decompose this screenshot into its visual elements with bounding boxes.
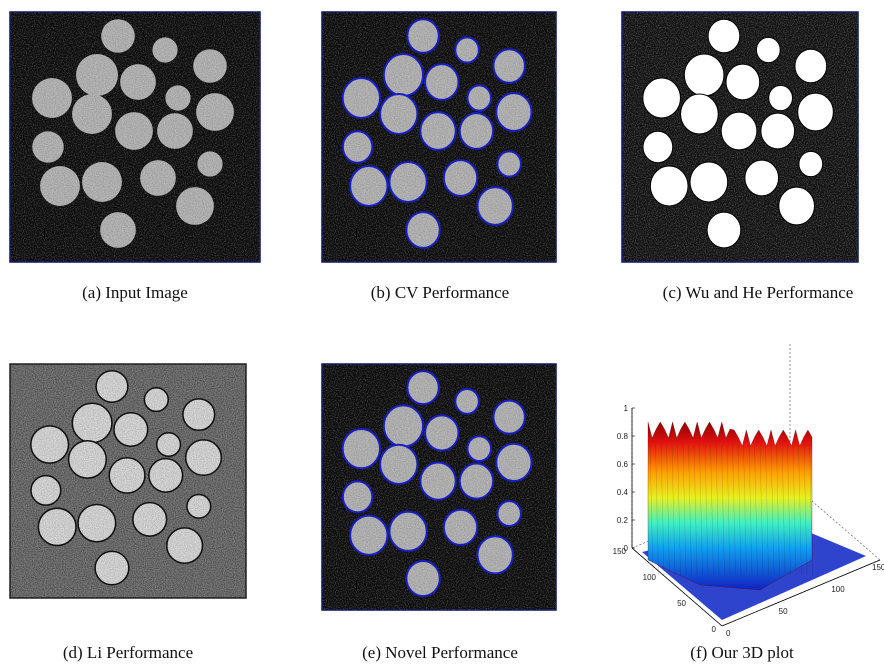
- blob: [799, 151, 823, 176]
- x-tick-label: 50: [677, 599, 686, 608]
- blob: [726, 64, 760, 100]
- caption: (e) Novel Performance: [362, 643, 518, 662]
- image-panel: [10, 12, 260, 262]
- blob: [681, 94, 719, 134]
- blob: [708, 19, 740, 53]
- y-tick-label: 50: [779, 607, 788, 616]
- image-panel: [10, 364, 246, 598]
- x-tick-label: 0: [712, 625, 717, 634]
- blob: [643, 78, 681, 118]
- caption: (b) CV Performance: [371, 283, 509, 302]
- y-tick-label: 0: [726, 629, 731, 638]
- caption: (a) Input Image: [82, 283, 188, 302]
- z-tick-label: 0.8: [617, 432, 629, 441]
- blob: [795, 49, 827, 83]
- blob-noise: [10, 364, 246, 598]
- x-tick-label: 150: [613, 547, 627, 556]
- z-tick-label: 0.4: [617, 488, 629, 497]
- y-tick-label: 100: [831, 585, 845, 594]
- blob-noise: [322, 12, 556, 262]
- blob-noise: [10, 12, 260, 262]
- surface: [648, 422, 812, 590]
- z-tick-label: 0.6: [617, 460, 629, 469]
- blob: [745, 160, 779, 196]
- caption: (f) Our 3D plot: [690, 643, 794, 662]
- image-panel: [322, 12, 556, 262]
- figure: (a) Input Image (b) CV Performance (c) Wu …: [0, 0, 884, 664]
- blob: [707, 212, 741, 248]
- z-tick-label: 1: [624, 404, 629, 413]
- blob: [721, 112, 757, 150]
- y-tick-label: 150: [872, 563, 884, 572]
- image-panel: [622, 12, 858, 262]
- blob: [761, 113, 795, 149]
- x-tick-label: 100: [643, 573, 657, 582]
- blob: [650, 166, 688, 206]
- image-panel: [322, 364, 556, 610]
- blob: [684, 54, 724, 96]
- blob: [779, 187, 815, 225]
- blob: [643, 131, 673, 163]
- blob-noise: [322, 364, 556, 610]
- blob: [690, 162, 728, 202]
- blob: [769, 85, 793, 110]
- caption: (c) Wu and He Performance: [663, 283, 854, 302]
- z-tick-label: 0.2: [617, 516, 629, 525]
- blob: [798, 93, 834, 131]
- blob: [756, 37, 780, 62]
- caption: (d) Li Performance: [63, 643, 193, 662]
